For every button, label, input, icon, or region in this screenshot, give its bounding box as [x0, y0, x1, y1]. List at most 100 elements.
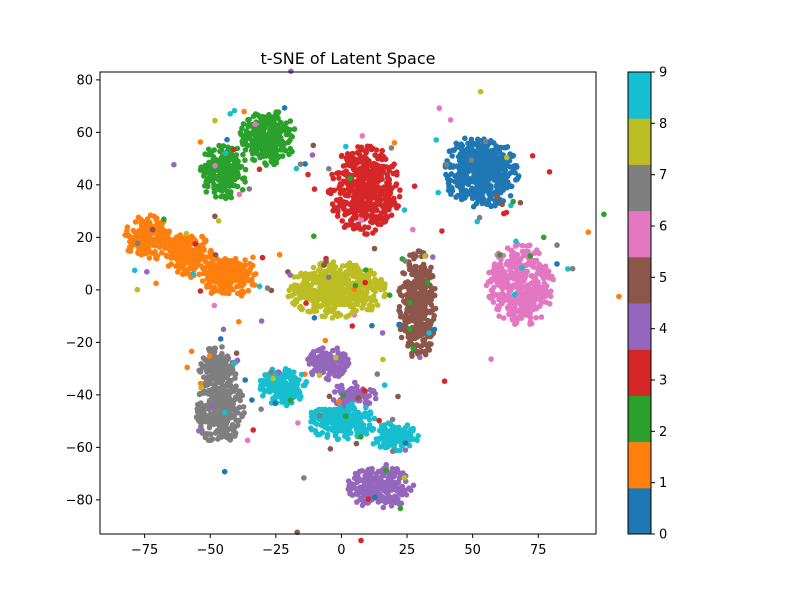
scatter-point-class-2: [258, 117, 265, 123]
scatter-point-class-3: [363, 150, 369, 156]
scatter-point-class-6: [496, 313, 503, 320]
scatter-point-class-6: [494, 271, 501, 278]
scatter-point-class-7: [374, 371, 381, 377]
scatter-point-class-7: [236, 417, 242, 424]
scatter-point-class-3: [396, 193, 403, 200]
scatter-point-class-0: [490, 173, 496, 179]
scatter-point-class-9: [360, 422, 367, 428]
scatter-point-class-0: [463, 172, 470, 179]
scatter-point-class-2: [265, 116, 272, 122]
scatter-point-class-3: [379, 147, 386, 154]
scatter-point-class-2: [239, 125, 245, 132]
scatter-point-class-0: [224, 136, 230, 143]
scatter-point-class-1: [240, 267, 247, 273]
scatter-point-class-4: [382, 487, 389, 493]
scatter-point-class-3: [361, 387, 368, 394]
scatter-point-class-3: [340, 170, 346, 177]
scatter-point-class-7: [219, 344, 225, 350]
scatter-point-class-4: [390, 495, 396, 501]
scatter-point-class-6: [527, 314, 534, 321]
scatter-point-class-2: [255, 145, 261, 152]
scatter-point-class-0: [474, 181, 480, 188]
scatter-point-class-7: [264, 285, 271, 291]
scatter-point-class-6: [505, 297, 512, 303]
scatter-point-class-5: [428, 341, 434, 347]
scatter-point-class-7: [301, 475, 307, 481]
scatter-point-class-9: [370, 426, 377, 432]
scatter-point-class-8: [356, 271, 362, 278]
scatter-point-class-7: [211, 349, 218, 355]
scatter-point-class-5: [407, 333, 414, 340]
scatter-point-class-6: [503, 283, 509, 290]
scatter-point-class-3: [368, 214, 375, 220]
scatter-point-class-5: [494, 194, 500, 200]
scatter-point-class-4: [379, 330, 386, 336]
scatter-point-class-4: [374, 486, 381, 493]
scatter-point-class-2: [540, 234, 547, 241]
scatter-point-class-4: [318, 361, 325, 367]
scatter-point-class-8: [285, 293, 292, 300]
scatter-point-class-3: [367, 200, 374, 207]
scatter-point-class-1: [153, 280, 159, 287]
scatter-point-class-1: [168, 261, 174, 267]
scatter-point-class-6: [541, 275, 547, 282]
scatter-point-class-2: [347, 175, 353, 182]
scatter-point-class-6: [500, 315, 507, 321]
scatter-point-class-2: [224, 173, 231, 179]
scatter-point-class-0: [460, 157, 467, 163]
scatter-point-class-2: [240, 175, 246, 182]
scatter-point-class-9: [387, 432, 393, 439]
scatter-point-class-4: [396, 490, 403, 497]
scatter-point-class-6: [531, 274, 537, 281]
scatter-point-class-8: [310, 264, 317, 271]
scatter-point-class-9: [362, 410, 369, 416]
scatter-point-class-1: [190, 266, 196, 272]
scatter-point-class-1: [219, 290, 226, 296]
scatter-point-class-8: [350, 302, 357, 309]
scatter-point-class-2: [231, 182, 238, 189]
scatter-point-class-3: [375, 155, 381, 162]
scatter-point-class-9: [277, 375, 283, 382]
scatter-point-class-2: [213, 194, 219, 200]
scatter-point-class-8: [311, 308, 318, 315]
scatter-point-class-8: [340, 301, 346, 308]
scatter-point-class-8: [360, 295, 366, 301]
scatter-point-class-2: [220, 161, 226, 168]
scatter-point-class-0: [484, 187, 490, 194]
scatter-point-class-4: [417, 354, 423, 361]
scatter-point-class-7: [223, 430, 230, 437]
scatter-point-class-3: [356, 152, 363, 158]
scatter-point-class-1: [193, 251, 199, 257]
scatter-point-class-3: [385, 179, 392, 186]
scatter-point-class-2: [383, 467, 390, 474]
scatter-point-class-6: [519, 242, 526, 249]
scatter-point-class-1: [207, 265, 214, 271]
x-tick-label: 25: [399, 543, 416, 558]
scatter-point-class-9: [513, 238, 519, 245]
scatter-point-class-1: [198, 248, 204, 255]
scatter-point-class-5: [401, 298, 407, 304]
scatter-point-class-7: [217, 354, 224, 361]
scatter-point-class-7: [227, 370, 233, 377]
scatter-point-class-2: [202, 151, 208, 157]
scatter-point-class-9: [333, 419, 340, 425]
scatter-point-class-3: [391, 195, 397, 202]
scatter-point-class-9: [364, 426, 370, 433]
scatter-point-class-2: [246, 116, 252, 123]
scatter-point-class-9: [355, 409, 362, 416]
scatter-point-class-1: [130, 227, 137, 234]
scatter-point-class-0: [500, 180, 507, 187]
scatter-point-class-2: [287, 397, 294, 404]
scatter-point-class-7: [213, 429, 219, 435]
scatter-point-class-3: [349, 163, 355, 170]
scatter-point-class-7: [217, 379, 223, 386]
scatter-point-class-9: [324, 431, 331, 438]
scatter-point-class-9: [322, 407, 328, 414]
scatter-point-class-0: [469, 195, 476, 202]
scatter-point-class-4: [372, 395, 379, 402]
scatter-point-class-9: [381, 382, 388, 388]
scatter-point-class-2: [363, 267, 369, 273]
scatter-point-class-2: [212, 156, 219, 163]
scatter-point-class-9: [231, 360, 237, 367]
scatter-point-class-5: [419, 348, 425, 355]
